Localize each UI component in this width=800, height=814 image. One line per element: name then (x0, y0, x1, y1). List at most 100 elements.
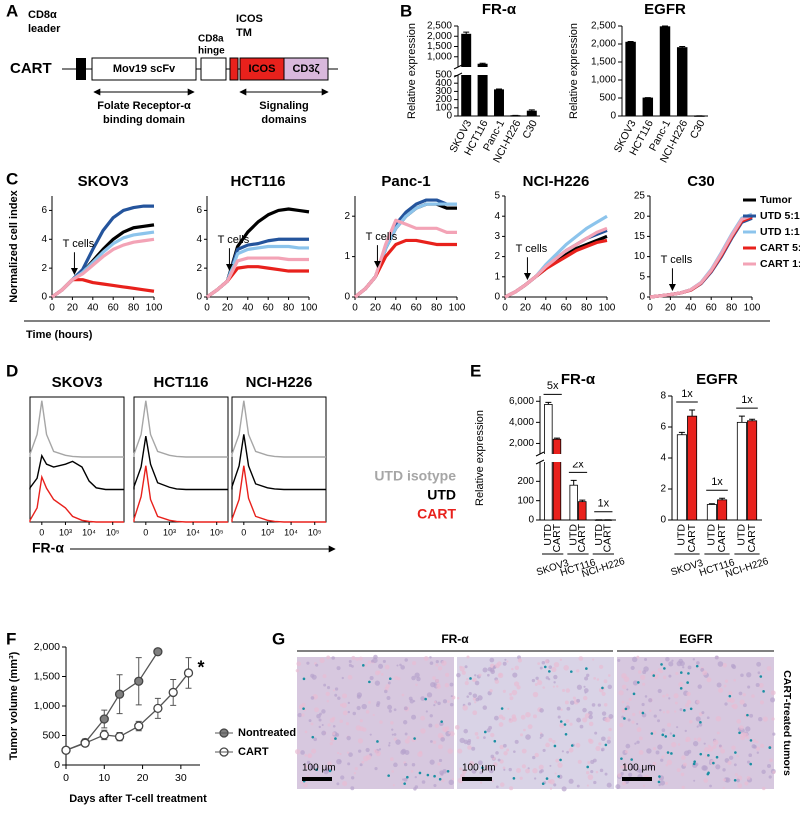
tissue-texture (661, 755, 665, 759)
error-bar (662, 25, 668, 27)
tissue-texture (671, 659, 674, 662)
tissue-texture (410, 769, 414, 773)
y-tick-label: 2 (196, 263, 202, 274)
bar (747, 420, 758, 521)
tissue-texture (661, 728, 666, 733)
tissue-texture (553, 674, 558, 680)
tissue-texture (556, 706, 561, 711)
tissue-texture (525, 768, 530, 774)
tissue-texture (588, 714, 593, 720)
tissue-texture (513, 750, 516, 753)
error-bar (553, 437, 560, 440)
tissue-texture (413, 787, 417, 791)
tissue-texture (415, 683, 418, 687)
tissue-texture (731, 704, 735, 708)
y-tick-label: 4 (660, 453, 666, 464)
tissue-texture (718, 744, 722, 748)
tissue-texture (592, 658, 595, 661)
tissue-texture (727, 760, 732, 765)
fold-label: 1x (681, 388, 693, 400)
bar-label: UTD (736, 524, 748, 546)
domain-label: Signaling (259, 100, 309, 112)
tissue-texture (350, 786, 355, 791)
x-tick-label: 100 (146, 303, 163, 314)
tissue-texture (296, 661, 302, 667)
tissue-texture (464, 665, 468, 669)
error-bar (545, 401, 552, 405)
tissue-texture (395, 739, 401, 745)
tissue-texture (342, 710, 348, 716)
fold-label: 1x (598, 498, 610, 510)
bar (552, 438, 562, 521)
tissue-texture (762, 786, 766, 791)
tissue-texture (447, 748, 453, 754)
tissue-texture (534, 777, 537, 780)
tissue-texture (639, 736, 643, 741)
x-tick-label: 80 (581, 303, 593, 314)
panel-letter: E (470, 361, 481, 380)
tissue-texture (316, 713, 321, 719)
tissue-texture (548, 737, 553, 742)
error-bar (579, 499, 586, 502)
tissue-texture (419, 750, 423, 755)
tissue-texture (404, 732, 408, 736)
tissue-texture (472, 679, 475, 682)
series-line (206, 256, 309, 299)
error-bar (679, 46, 686, 48)
tissue-texture (301, 713, 305, 717)
tissue-texture (583, 688, 589, 693)
tissue-texture (358, 749, 362, 753)
x-tick-label: 0 (647, 303, 653, 314)
tissue-texture (444, 683, 450, 688)
tissue-texture (306, 760, 311, 764)
y-tick-label: 2 (344, 211, 350, 222)
x-tick-label: 20 (370, 303, 382, 314)
bar (544, 404, 553, 521)
tissue-texture (374, 767, 378, 771)
stain-dot (376, 740, 379, 743)
tissue-texture (728, 755, 734, 760)
tissue-texture (542, 686, 546, 689)
tissue-texture (435, 663, 439, 667)
tissue-texture (347, 710, 350, 714)
tissue-texture (717, 661, 724, 667)
y-tick-label: 100 (435, 102, 452, 113)
annotation: T cells (63, 238, 95, 250)
tissue-texture (752, 738, 757, 743)
group-label: FR-α (441, 632, 469, 646)
tissue-texture (538, 764, 544, 770)
x-tick-label: 0 (241, 527, 246, 537)
density-curve (231, 400, 326, 458)
stain-dot (672, 734, 676, 738)
tissue-texture (429, 661, 434, 665)
tissue-texture (659, 708, 662, 712)
tissue-texture (327, 723, 331, 727)
tissue-texture (387, 681, 391, 685)
y-tick-label: 400 (435, 78, 452, 89)
stain-dot (557, 775, 560, 778)
tissue-texture (630, 764, 636, 770)
stain-dot (426, 773, 430, 777)
x-tick-label: 0 (49, 303, 55, 314)
tissue-texture (631, 720, 635, 724)
tissue-texture (435, 678, 439, 683)
tissue-texture (535, 676, 539, 680)
tissue-texture (478, 760, 483, 766)
stain-dot (601, 686, 604, 690)
y-tick-label: 6 (660, 422, 666, 433)
y-tick-label: 6 (41, 205, 47, 216)
stain-dot (699, 720, 702, 724)
tissue-texture (307, 754, 311, 758)
tissue-texture (757, 671, 761, 675)
stain-dot (734, 751, 737, 754)
tissue-texture (300, 781, 304, 784)
tissue-texture (627, 718, 631, 722)
stain-dot (493, 739, 497, 743)
tissue-texture (659, 670, 663, 674)
tissue-texture (393, 762, 398, 768)
x-tick-label: 10³ (163, 527, 176, 537)
tissue-texture (388, 744, 391, 747)
tissue-texture (603, 702, 608, 707)
tissue-texture (746, 775, 751, 780)
tissue-texture (420, 728, 426, 734)
